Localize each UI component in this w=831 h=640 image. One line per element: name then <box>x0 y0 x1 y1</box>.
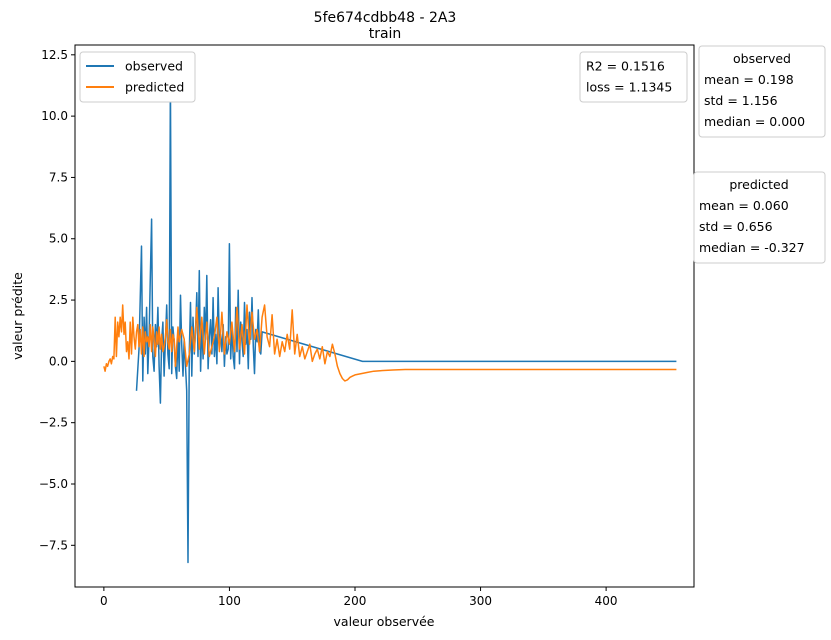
plot-area <box>74 44 695 588</box>
x-tick-label: 300 <box>469 594 492 608</box>
predicted-stats-box: predicted mean = 0.060 std = 0.656 media… <box>693 171 826 264</box>
predicted-stats-mean: mean = 0.060 <box>699 198 789 213</box>
ticks-layer: 0 100 200 300 400 −7.5 −5.0 −2.5 0.0 2.5 5.0 7.5 10.… <box>39 48 618 608</box>
observed-stats-std: std = 1.156 <box>704 93 778 108</box>
y-tick-label: −5.0 <box>39 477 68 491</box>
legend-label-predicted: predicted <box>125 80 184 95</box>
metrics-box-frame <box>579 51 688 103</box>
x-tick-label: 200 <box>344 594 367 608</box>
observed-stats-frame <box>698 45 826 138</box>
y-tick-label: −2.5 <box>39 416 68 430</box>
predicted-stats-std: std = 0.656 <box>699 219 773 234</box>
series-line-predicted <box>103 304 677 382</box>
predicted-stats-median: median = -0.327 <box>699 240 805 255</box>
y-tick-label: 7.5 <box>49 170 68 184</box>
y-tick-label: −7.5 <box>39 538 68 552</box>
y-axis-label: valeur prédite <box>10 272 25 360</box>
y-tick-label: 0.0 <box>49 354 68 368</box>
predicted-stats-title: predicted <box>729 177 788 192</box>
legend-label-observed: observed <box>125 59 183 74</box>
x-axis-label: valeur observée <box>334 614 435 629</box>
y-tick-label: 10.0 <box>41 109 68 123</box>
y-tick-label: 2.5 <box>49 293 68 307</box>
observed-stats-median: median = 0.000 <box>704 114 805 129</box>
observed-stats-mean: mean = 0.198 <box>704 72 794 87</box>
r2-text: R2 = 0.1516 <box>586 59 665 74</box>
chart-subtitle: train <box>369 26 402 42</box>
chart-title: 5fe674cdbb48 - 2A3 <box>314 10 457 26</box>
legend-box <box>79 51 196 103</box>
series-layer <box>103 78 677 564</box>
y-tick-label: 5.0 <box>49 232 68 246</box>
x-tick-label: 400 <box>595 594 618 608</box>
legend: observed predicted <box>79 51 196 103</box>
observed-stats-box: observed mean = 0.198 std = 1.156 median… <box>698 45 826 138</box>
metrics-box: R2 = 0.1516 loss = 1.1345 <box>579 51 688 103</box>
loss-text: loss = 1.1345 <box>586 80 672 95</box>
y-tick-label: 12.5 <box>41 48 68 62</box>
observed-stats-title: observed <box>733 51 791 66</box>
x-tick-label: 100 <box>218 594 241 608</box>
x-tick-label: 0 <box>100 594 108 608</box>
predicted-stats-frame <box>693 171 826 264</box>
